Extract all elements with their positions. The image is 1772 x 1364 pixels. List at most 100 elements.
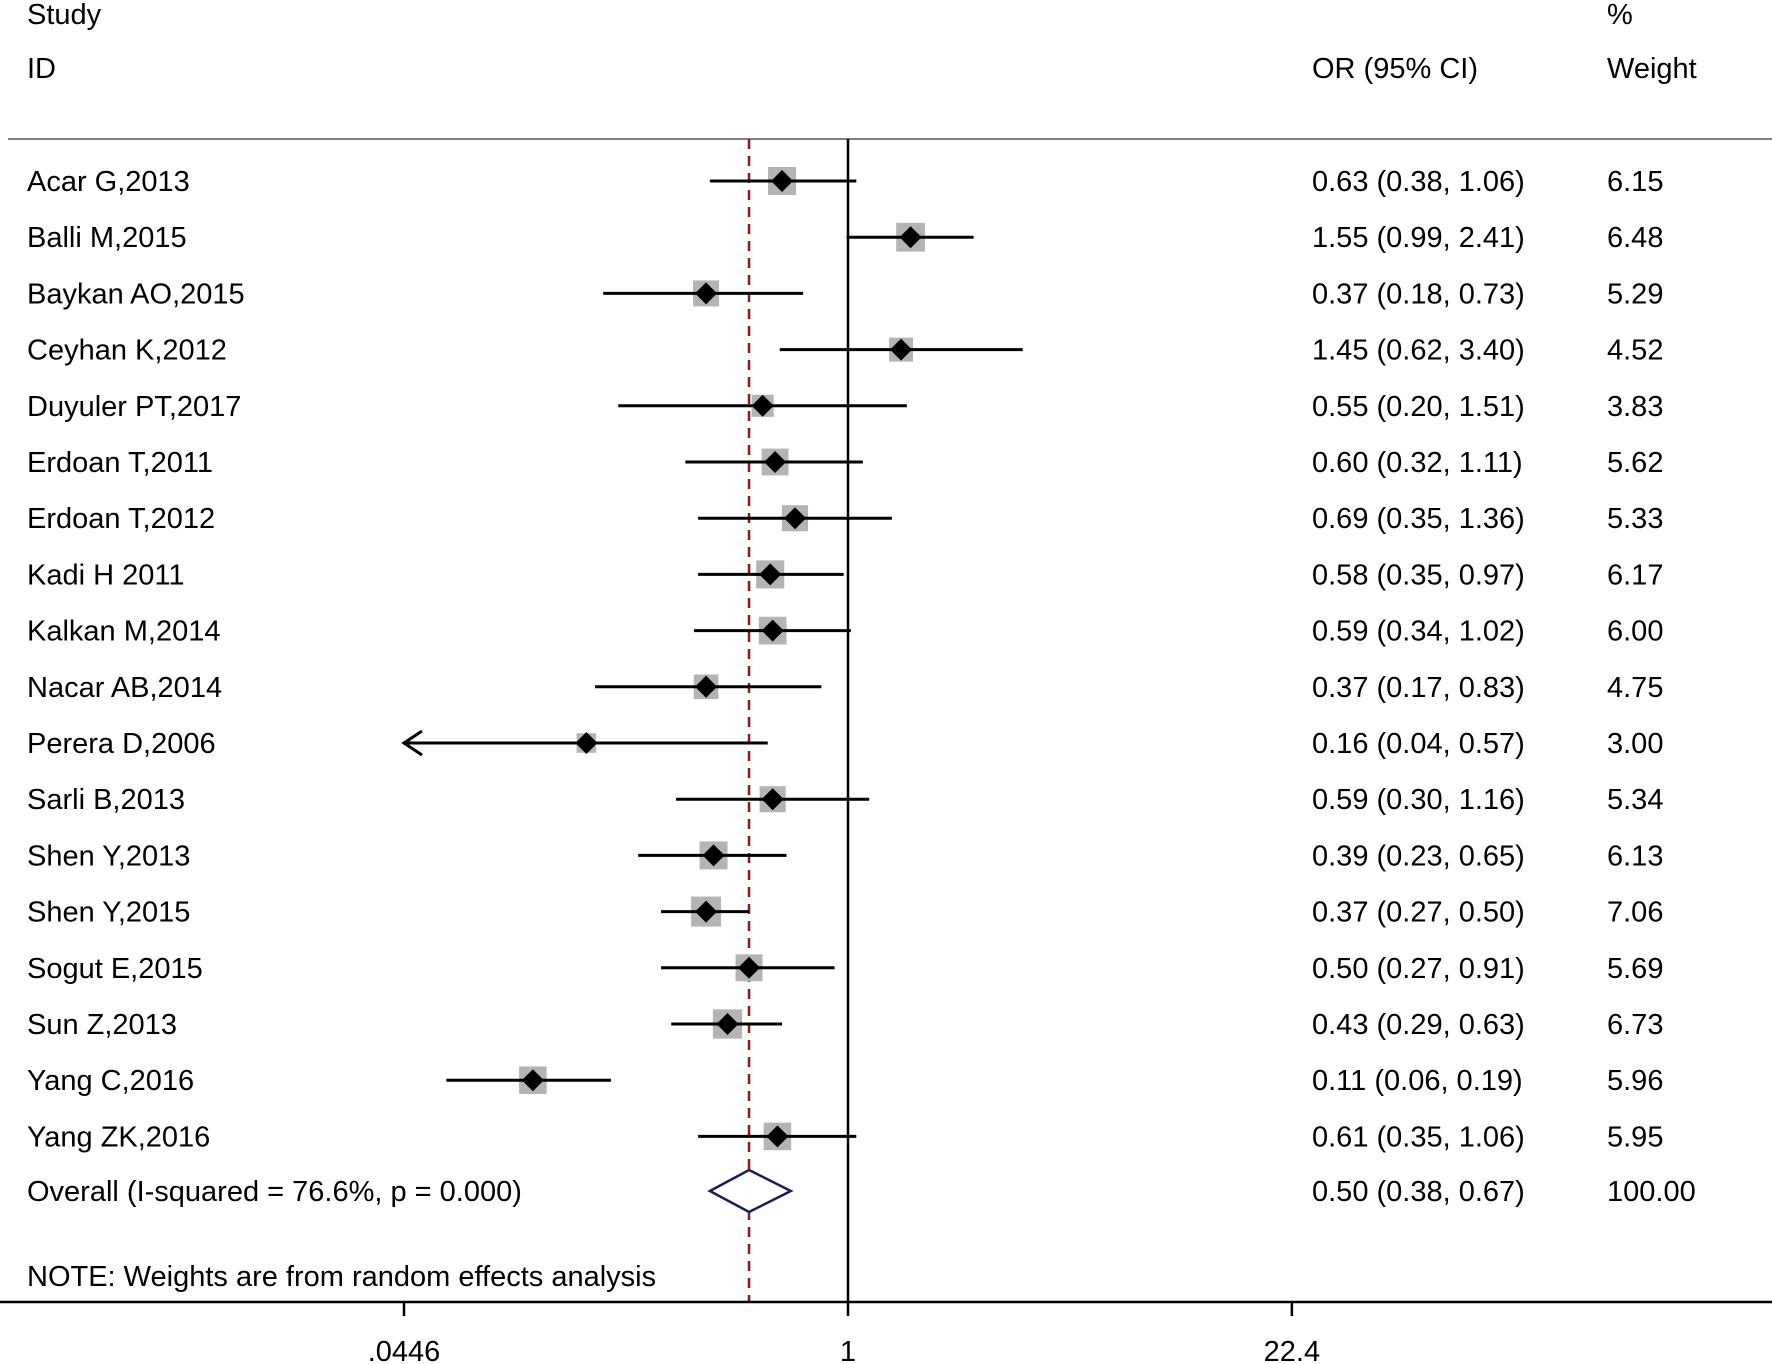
study-row: Shen Y,2015 0.37 (0.27, 0.50) 7.06 bbox=[27, 896, 1663, 929]
point-estimate bbox=[695, 900, 718, 923]
header-or: OR (95% CI) bbox=[1312, 53, 1478, 85]
study-or: 0.60 (0.32, 1.11) bbox=[1312, 447, 1523, 479]
study-or: 0.59 (0.34, 1.02) bbox=[1312, 616, 1525, 648]
study-row: Sogut E,2015 0.50 (0.27, 0.91) 5.69 bbox=[27, 953, 1663, 985]
study-id: Baykan AO,2015 bbox=[27, 278, 245, 310]
header-id: ID bbox=[27, 53, 56, 85]
study-or: 0.58 (0.35, 0.97) bbox=[1312, 559, 1525, 591]
study-row: Erdoan T,2011 0.60 (0.32, 1.11) 5.62 bbox=[27, 447, 1663, 479]
point-estimate bbox=[761, 619, 784, 642]
study-id: Sogut E,2015 bbox=[27, 953, 203, 985]
study-or: 0.39 (0.23, 0.65) bbox=[1312, 840, 1525, 872]
study-weight: 6.73 bbox=[1607, 1009, 1663, 1041]
study-or: 0.16 (0.04, 0.57) bbox=[1312, 728, 1525, 760]
study-weight: 4.52 bbox=[1607, 335, 1663, 367]
point-estimate bbox=[575, 732, 598, 754]
study-id: Shen Y,2013 bbox=[27, 840, 190, 872]
study-row: Acar G,2013 0.63 (0.38, 1.06) 6.15 bbox=[27, 166, 1663, 198]
study-weight: 5.33 bbox=[1607, 503, 1663, 535]
point-estimate bbox=[764, 451, 787, 473]
study-or: 1.45 (0.62, 3.40) bbox=[1312, 335, 1525, 367]
header-percent: % bbox=[1607, 0, 1633, 31]
study-weight: 6.13 bbox=[1607, 840, 1663, 872]
study-row: Yang C,2016 0.11 (0.06, 0.19) 5.96 bbox=[27, 1065, 1663, 1097]
study-weight: 7.06 bbox=[1607, 897, 1663, 929]
study-id: Kalkan M,2014 bbox=[27, 616, 220, 648]
study-weight: 5.69 bbox=[1607, 953, 1663, 985]
study-or: 0.37 (0.27, 0.50) bbox=[1312, 897, 1525, 929]
x-tick-label: .0446 bbox=[368, 1336, 441, 1364]
study-row: Kalkan M,2014 0.59 (0.34, 1.02) 6.00 bbox=[27, 616, 1663, 648]
point-estimate bbox=[738, 956, 761, 979]
study-or: 0.61 (0.35, 1.06) bbox=[1312, 1121, 1525, 1153]
study-weight: 4.75 bbox=[1607, 672, 1663, 704]
study-or: 1.55 (0.99, 2.41) bbox=[1312, 222, 1525, 254]
study-id: Acar G,2013 bbox=[27, 166, 190, 198]
study-row: Sarli B,2013 0.59 (0.30, 1.16) 5.34 bbox=[27, 784, 1663, 816]
study-id: Yang C,2016 bbox=[27, 1065, 194, 1097]
study-row: Shen Y,2013 0.39 (0.23, 0.65) 6.13 bbox=[27, 840, 1663, 872]
x-tick-label: 1 bbox=[840, 1336, 856, 1364]
ci-arrow bbox=[401, 729, 423, 757]
study-weight: 6.15 bbox=[1607, 166, 1663, 198]
study-id: Sarli B,2013 bbox=[27, 784, 185, 816]
study-rows: Acar G,2013 0.63 (0.38, 1.06) 6.15 Balli M,… bbox=[27, 166, 1663, 1153]
point-estimate bbox=[784, 507, 807, 530]
study-weight: 3.00 bbox=[1607, 728, 1663, 760]
point-estimate bbox=[702, 844, 725, 867]
study-row: Duyuler PT,2017 0.55 (0.20, 1.51) 3.83 bbox=[27, 391, 1663, 423]
overall-or: 0.50 (0.38, 0.67) bbox=[1312, 1176, 1525, 1208]
study-weight: 5.95 bbox=[1607, 1121, 1663, 1153]
study-id: Duyuler PT,2017 bbox=[27, 391, 241, 423]
study-weight: 5.34 bbox=[1607, 784, 1663, 816]
study-id: Kadi H 2011 bbox=[27, 559, 184, 591]
study-weight: 5.96 bbox=[1607, 1065, 1663, 1097]
study-id: Perera D,2006 bbox=[27, 728, 216, 760]
study-id: Erdoan T,2011 bbox=[27, 447, 213, 479]
study-or: 0.50 (0.27, 0.91) bbox=[1312, 953, 1525, 985]
study-weight: 6.17 bbox=[1607, 559, 1663, 591]
study-id: Balli M,2015 bbox=[27, 222, 187, 254]
study-row: Balli M,2015 1.55 (0.99, 2.41) 6.48 bbox=[27, 222, 1663, 254]
study-id: Sun Z,2013 bbox=[27, 1009, 177, 1041]
overall-weight: 100.00 bbox=[1607, 1176, 1696, 1208]
point-estimate bbox=[751, 394, 774, 417]
study-or: 0.37 (0.18, 0.73) bbox=[1312, 278, 1525, 310]
study-or: 0.63 (0.38, 1.06) bbox=[1312, 166, 1525, 198]
point-estimate bbox=[766, 1125, 789, 1148]
study-weight: 3.83 bbox=[1607, 391, 1663, 423]
x-axis-ticks: .0446 1 22.4 bbox=[368, 1302, 1320, 1364]
study-or: 0.55 (0.20, 1.51) bbox=[1312, 391, 1525, 423]
study-row: Ceyhan K,2012 1.45 (0.62, 3.40) 4.52 bbox=[27, 335, 1663, 367]
x-tick-label: 22.4 bbox=[1264, 1336, 1320, 1364]
study-id: Nacar AB,2014 bbox=[27, 672, 222, 704]
study-weight: 6.48 bbox=[1607, 222, 1663, 254]
study-or: 0.59 (0.30, 1.16) bbox=[1312, 784, 1525, 816]
study-row: Yang ZK,2016 0.61 (0.35, 1.06) 5.95 bbox=[27, 1121, 1663, 1153]
study-id: Ceyhan K,2012 bbox=[27, 335, 227, 367]
study-weight: 5.29 bbox=[1607, 278, 1663, 310]
study-row: Perera D,2006 0.16 (0.04, 0.57) 3.00 bbox=[27, 728, 1663, 760]
study-id: Yang ZK,2016 bbox=[27, 1121, 210, 1153]
point-estimate bbox=[695, 282, 718, 305]
point-estimate bbox=[890, 338, 913, 361]
point-estimate bbox=[761, 788, 784, 811]
study-weight: 5.62 bbox=[1607, 447, 1663, 479]
header-study: Study bbox=[27, 0, 102, 31]
point-estimate bbox=[759, 563, 782, 586]
study-row: Sun Z,2013 0.43 (0.29, 0.63) 6.73 bbox=[27, 1009, 1663, 1041]
study-row: Kadi H 2011 0.58 (0.35, 0.97) 6.17 bbox=[27, 559, 1663, 591]
study-row: Erdoan T,2012 0.69 (0.35, 1.36) 5.33 bbox=[27, 503, 1663, 535]
header-weight: Weight bbox=[1607, 53, 1697, 85]
study-or: 0.69 (0.35, 1.36) bbox=[1312, 503, 1525, 535]
weights-note: NOTE: Weights are from random effects an… bbox=[27, 1261, 656, 1293]
study-id: Shen Y,2015 bbox=[27, 897, 190, 929]
study-or: 0.43 (0.29, 0.63) bbox=[1312, 1009, 1525, 1041]
study-or: 0.11 (0.06, 0.19) bbox=[1312, 1065, 1523, 1097]
point-estimate bbox=[716, 1013, 739, 1035]
overall-label: Overall (I-squared = 76.6%, p = 0.000) bbox=[27, 1176, 522, 1208]
study-row: Nacar AB,2014 0.37 (0.17, 0.83) 4.75 bbox=[27, 672, 1663, 704]
study-row: Baykan AO,2015 0.37 (0.18, 0.73) 5.29 bbox=[27, 278, 1663, 310]
point-estimate bbox=[695, 675, 718, 698]
